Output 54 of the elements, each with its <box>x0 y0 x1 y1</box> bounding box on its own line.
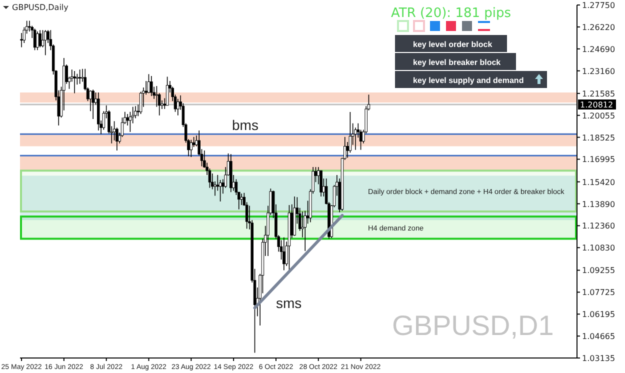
candlestick <box>112 120 116 141</box>
candlestick <box>348 112 352 154</box>
candlestick <box>147 74 150 94</box>
candlestick <box>216 174 220 192</box>
candlestick <box>139 91 142 114</box>
annotation: GBPUSD,D1 <box>392 310 554 341</box>
y-tick-label: 1.27750 <box>582 1 616 10</box>
y-tick-label: 1.09255 <box>582 266 616 276</box>
y-tick-label: 1.03135 <box>582 354 616 363</box>
chart-subtitle: ATR (20): 181 pips <box>391 6 512 21</box>
candlestick <box>128 111 132 132</box>
y-tick-label: 1.26220 <box>582 22 616 32</box>
y-tick-label: 1.23160 <box>582 66 616 76</box>
y-tick-label: 1.13890 <box>582 200 616 209</box>
button: key level order block <box>395 35 507 52</box>
candlestick <box>150 76 153 96</box>
candlestick <box>92 89 94 120</box>
y-tick-label: 1.18525 <box>582 133 616 142</box>
annotation: key level breaker block <box>413 58 502 67</box>
candlestick <box>282 236 286 271</box>
candlestick <box>166 76 169 106</box>
annotation: bms <box>232 117 258 133</box>
button: key level supply and demand <box>395 71 547 88</box>
button: key level breaker block <box>395 53 516 70</box>
y-tick-label: 1.12360 <box>582 222 616 231</box>
candlestick <box>76 73 79 85</box>
ref-line-label: 1.20812 <box>580 100 614 110</box>
candlestick <box>354 127 357 150</box>
candlestick <box>155 86 158 108</box>
y-tick-label: 1.16995 <box>582 155 616 164</box>
candlestick <box>33 28 36 51</box>
y-tick-label: 1.06195 <box>582 310 616 320</box>
y-tick-label: 1.07725 <box>582 288 616 298</box>
candlestick <box>73 70 76 94</box>
y-tick-label: 1.15420 <box>582 178 616 187</box>
y-tick-label: 1.21585 <box>582 89 616 98</box>
candlestick <box>176 98 180 116</box>
annotation: sms <box>276 295 302 311</box>
candlestick <box>190 139 193 158</box>
candlestick <box>20 32 23 48</box>
candlestick <box>38 30 42 48</box>
y-tick-label: 1.24690 <box>582 44 616 54</box>
candlestick <box>78 69 82 84</box>
candlestick <box>36 31 39 51</box>
annotation: key level supply and demand <box>413 76 524 85</box>
y-tick-label: 1.04665 <box>582 332 616 342</box>
candlestick <box>234 178 238 196</box>
annotation: key level order block <box>413 40 493 49</box>
candlestick <box>126 114 129 126</box>
candlestick <box>320 170 322 197</box>
y-tick-label: 1.10830 <box>582 244 616 253</box>
y-tick-label: 1.20055 <box>582 111 616 120</box>
candlestick <box>44 30 47 56</box>
chart-title: GBPUSD,Daily <box>12 3 69 12</box>
